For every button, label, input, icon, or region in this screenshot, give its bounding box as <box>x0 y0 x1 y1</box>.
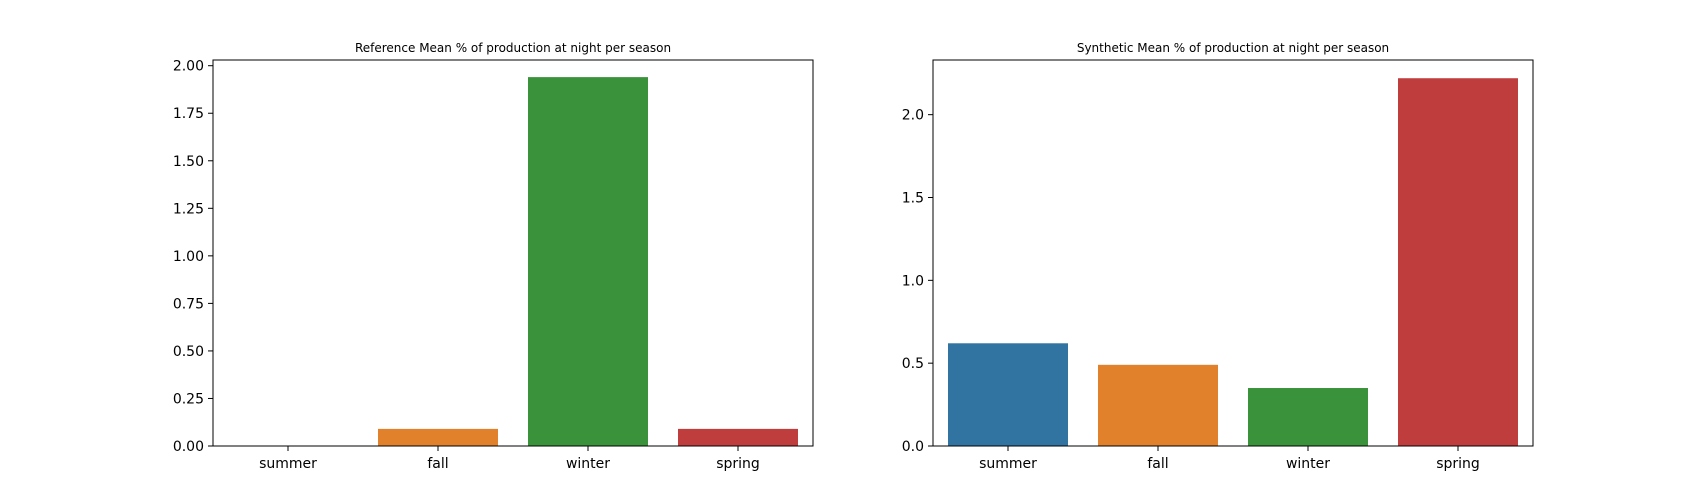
bar-fall <box>1098 364 1218 446</box>
x-tick-label-fall: fall <box>427 456 448 472</box>
x-tick-label-spring: spring <box>716 456 760 472</box>
x-tick-label-winter: winter <box>566 456 610 472</box>
chart-title: Reference Mean % of production at night … <box>355 41 671 55</box>
bar-winter <box>528 77 648 446</box>
bar-winter <box>1248 388 1368 446</box>
synthetic-chart: Synthetic Mean % of production at night … <box>902 41 1534 472</box>
bar-fall <box>378 428 498 446</box>
y-tick-label: 1.5 <box>902 191 924 207</box>
y-tick-label: 0.00 <box>173 439 204 455</box>
y-tick-label: 0.0 <box>902 439 924 455</box>
y-tick-label: 2.00 <box>173 59 204 75</box>
y-tick-label: 1.00 <box>173 249 204 265</box>
y-tick-label: 2.0 <box>902 108 924 124</box>
x-tick-label-summer: summer <box>979 456 1037 472</box>
y-tick-label: 0.25 <box>173 391 204 407</box>
y-tick-label: 1.75 <box>173 106 204 122</box>
bar-spring <box>678 428 798 446</box>
axes-frame <box>932 59 1534 447</box>
chart-title: Synthetic Mean % of production at night … <box>1077 41 1389 55</box>
bar-summer <box>948 343 1068 446</box>
x-tick-label-fall: fall <box>1147 456 1168 472</box>
axes-frame <box>212 59 814 447</box>
x-tick-label-winter: winter <box>1286 456 1330 472</box>
y-tick-label: 1.50 <box>173 154 204 170</box>
reference-chart: Reference Mean % of production at night … <box>173 41 814 472</box>
x-tick-label-spring: spring <box>1436 456 1480 472</box>
x-tick-label-summer: summer <box>259 456 317 472</box>
y-tick-label: 0.75 <box>173 296 204 312</box>
y-tick-label: 1.0 <box>902 273 924 289</box>
y-tick-label: 1.25 <box>173 201 204 217</box>
y-tick-label: 0.50 <box>173 344 204 360</box>
bar-spring <box>1398 78 1518 446</box>
y-tick-label: 0.5 <box>902 356 924 372</box>
